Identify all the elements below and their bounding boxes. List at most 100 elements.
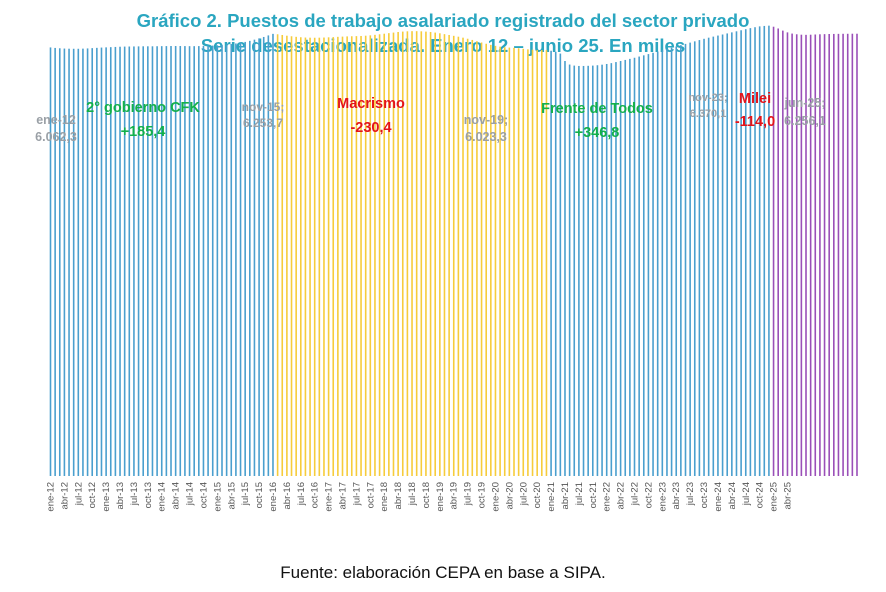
- bar: [202, 45, 205, 476]
- chart-subtitle: Serie desestacionalizada. Enero 12 – jun…: [200, 35, 686, 56]
- bar: [313, 37, 316, 476]
- bar: [758, 26, 761, 476]
- bar: [230, 44, 233, 477]
- bar: [304, 37, 307, 477]
- x-tick-label: oct-12: [87, 482, 98, 508]
- bar: [137, 46, 140, 476]
- x-tick-label: ene-24: [713, 482, 724, 512]
- x-tick-label: oct-24: [755, 482, 766, 508]
- x-tick-label: abr-24: [727, 482, 738, 509]
- bar: [86, 48, 89, 476]
- bar: [369, 35, 372, 476]
- bar: [545, 50, 548, 477]
- bar: [541, 50, 543, 476]
- bar: [476, 41, 478, 477]
- point-label-period: nov-19;: [464, 113, 508, 127]
- bar: [559, 53, 562, 477]
- bar: [309, 37, 311, 477]
- x-tick-label: abr-16: [282, 482, 293, 509]
- x-tick-label: oct-15: [254, 482, 265, 508]
- bar: [72, 48, 75, 476]
- x-tick-label: ene-25: [769, 482, 780, 512]
- x-tick-label: abr-25: [782, 482, 793, 509]
- x-tick-label: oct-23: [699, 482, 710, 508]
- bar: [731, 32, 733, 476]
- x-tick-label: oct-17: [365, 482, 376, 508]
- bar: [392, 32, 395, 476]
- bar: [58, 48, 61, 477]
- bar: [133, 46, 135, 477]
- bar: [661, 50, 664, 476]
- x-tick-label: ene-21: [546, 482, 557, 512]
- x-tick-label: jul-16: [296, 482, 307, 506]
- point-label-value: 6.256,1: [784, 114, 826, 128]
- bar: [666, 48, 668, 476]
- bar: [471, 39, 474, 477]
- point-label-value: 6.253,7: [243, 116, 283, 130]
- bar: [295, 36, 297, 476]
- bar: [448, 34, 450, 476]
- bar: [485, 43, 487, 476]
- point-label-period: nov-15;: [242, 100, 285, 114]
- period-change: -230,4: [350, 120, 391, 136]
- bar: [656, 51, 659, 477]
- bar: [258, 38, 260, 476]
- bar: [513, 47, 515, 476]
- x-tick-label: oct-19: [477, 482, 488, 508]
- bar: [429, 32, 432, 476]
- bar: [378, 34, 381, 476]
- bar: [768, 25, 770, 476]
- bar: [554, 51, 557, 476]
- bar: [184, 46, 186, 477]
- x-tick-label: ene-22: [602, 482, 613, 512]
- bar: [420, 31, 423, 477]
- bar: [388, 33, 390, 476]
- bar: [462, 37, 464, 477]
- bar: [105, 47, 107, 477]
- bar: [174, 46, 177, 476]
- bar: [749, 28, 752, 477]
- bar: [782, 30, 784, 477]
- bar: [568, 64, 571, 476]
- bar: [490, 44, 492, 476]
- x-tick-label: ene-16: [268, 482, 279, 512]
- bar: [814, 34, 817, 477]
- x-tick-label: ene-18: [379, 482, 390, 512]
- period-change: +185,4: [121, 124, 166, 140]
- x-tick-label: jul-20: [518, 482, 529, 506]
- bar: [128, 46, 131, 476]
- bar: [503, 47, 506, 477]
- x-tick-label: oct-21: [588, 482, 599, 508]
- bar: [225, 44, 228, 476]
- bar: [550, 50, 552, 477]
- bar: [842, 33, 844, 477]
- bar: [341, 36, 344, 476]
- x-tick-label: abr-20: [504, 482, 515, 509]
- bar: [819, 34, 821, 476]
- x-tick-label: abr-18: [393, 482, 404, 509]
- x-tick-label: ene-13: [101, 482, 112, 512]
- bar: [619, 61, 622, 477]
- bar: [638, 56, 640, 477]
- bar: [276, 34, 279, 476]
- bar: [675, 46, 678, 477]
- bar: [726, 33, 729, 477]
- x-tick-label: abr-12: [59, 482, 70, 509]
- period-label: 2° gobierno CFK: [86, 100, 200, 116]
- bar: [156, 46, 158, 477]
- bar: [786, 32, 789, 476]
- bar: [652, 52, 654, 477]
- bar: [601, 64, 603, 476]
- bar: [587, 65, 589, 476]
- bar: [415, 31, 418, 477]
- x-tick-label: jul-21: [574, 482, 585, 506]
- bar: [721, 34, 724, 477]
- x-tick-label: jul-18: [407, 482, 418, 506]
- bar: [114, 46, 117, 476]
- bar: [355, 36, 358, 476]
- bar: [109, 47, 112, 476]
- bar: [564, 61, 566, 477]
- bar: [508, 47, 511, 477]
- bar: [54, 47, 56, 476]
- x-tick-label: abr-13: [115, 482, 126, 509]
